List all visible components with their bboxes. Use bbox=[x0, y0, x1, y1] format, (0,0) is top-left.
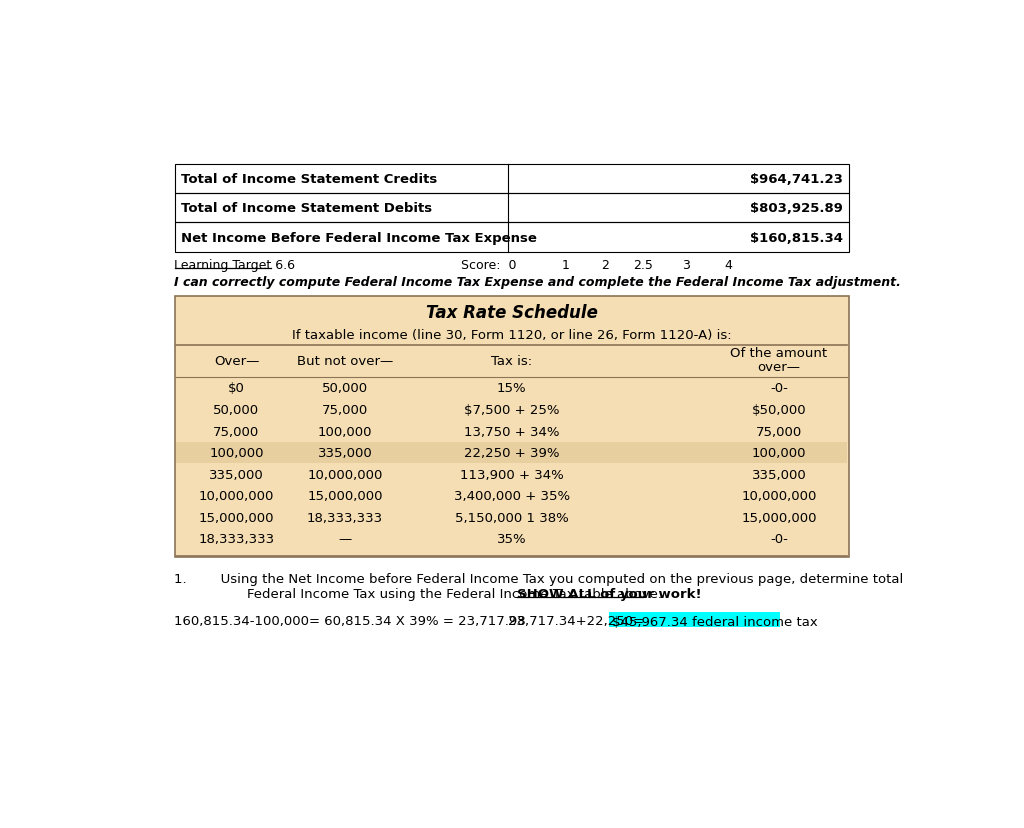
Text: But not over—: But not over— bbox=[297, 354, 393, 368]
Text: Total of Income Statement Credits: Total of Income Statement Credits bbox=[180, 173, 437, 185]
Text: 15,000,000: 15,000,000 bbox=[741, 511, 817, 524]
Text: 100,000: 100,000 bbox=[317, 425, 373, 438]
FancyBboxPatch shape bbox=[609, 613, 779, 628]
Text: 13,750 + 34%: 13,750 + 34% bbox=[464, 425, 559, 438]
Text: 18,333,333: 18,333,333 bbox=[307, 511, 383, 524]
Text: 15,000,000: 15,000,000 bbox=[307, 489, 383, 503]
FancyBboxPatch shape bbox=[176, 442, 847, 464]
Text: 10,000,000: 10,000,000 bbox=[199, 489, 274, 503]
Text: $7,500 + 25%: $7,500 + 25% bbox=[464, 403, 559, 416]
Text: 35%: 35% bbox=[497, 532, 526, 546]
Text: Score:  0: Score: 0 bbox=[461, 258, 517, 272]
Text: Learning Target 6.6: Learning Target 6.6 bbox=[174, 258, 296, 272]
Text: —: — bbox=[338, 532, 351, 546]
Text: $160,815.34: $160,815.34 bbox=[750, 231, 843, 244]
Text: over—: over— bbox=[758, 360, 801, 373]
Text: $45,967.34 federal income tax: $45,967.34 federal income tax bbox=[612, 615, 818, 628]
Text: 10,000,000: 10,000,000 bbox=[741, 489, 817, 503]
Text: 15%: 15% bbox=[497, 382, 526, 395]
Text: 75,000: 75,000 bbox=[756, 425, 802, 438]
Text: $964,741.23: $964,741.23 bbox=[750, 173, 843, 185]
Text: 5,150,000 1 38%: 5,150,000 1 38% bbox=[455, 511, 568, 524]
Text: 1: 1 bbox=[562, 258, 569, 272]
Text: Tax Rate Schedule: Tax Rate Schedule bbox=[426, 303, 598, 321]
Text: 3,400,000 + 35%: 3,400,000 + 35% bbox=[454, 489, 569, 503]
Text: If taxable income (line 30, Form 1120, or line 26, Form 1120-A) is:: If taxable income (line 30, Form 1120, o… bbox=[292, 328, 731, 341]
Text: 335,000: 335,000 bbox=[209, 468, 264, 481]
Text: 100,000: 100,000 bbox=[209, 446, 264, 460]
Text: 50,000: 50,000 bbox=[322, 382, 368, 395]
Text: 75,000: 75,000 bbox=[213, 425, 260, 438]
Text: 335,000: 335,000 bbox=[317, 446, 373, 460]
Text: 50,000: 50,000 bbox=[213, 403, 259, 416]
Text: Total of Income Statement Debits: Total of Income Statement Debits bbox=[180, 202, 432, 215]
Text: 23,717.34+22,250=: 23,717.34+22,250= bbox=[508, 614, 648, 628]
Text: Tax is:: Tax is: bbox=[492, 354, 532, 368]
Text: SHOW ALL of your work!: SHOW ALL of your work! bbox=[517, 588, 701, 600]
Text: I can correctly compute Federal Income Tax Expense and complete the Federal Inco: I can correctly compute Federal Income T… bbox=[174, 276, 901, 288]
Text: 3: 3 bbox=[682, 258, 690, 272]
Text: Net Income Before Federal Income Tax Expense: Net Income Before Federal Income Tax Exp… bbox=[180, 231, 537, 244]
Text: 1.        Using the Net Income before Federal Income Tax you computed on the pre: 1. Using the Net Income before Federal I… bbox=[174, 572, 904, 585]
FancyBboxPatch shape bbox=[174, 297, 849, 557]
Text: $803,925.89: $803,925.89 bbox=[750, 202, 843, 215]
Text: 100,000: 100,000 bbox=[752, 446, 806, 460]
Text: 4: 4 bbox=[725, 258, 732, 272]
Text: $50,000: $50,000 bbox=[752, 403, 806, 416]
Text: 160,815.34-100,000= 60,815.34 X 39% = 23,717.98: 160,815.34-100,000= 60,815.34 X 39% = 23… bbox=[174, 614, 526, 628]
Text: $0: $0 bbox=[228, 382, 245, 395]
Text: 18,333,333: 18,333,333 bbox=[199, 532, 274, 546]
Text: -0-: -0- bbox=[770, 382, 787, 395]
Text: 22,250 + 39%: 22,250 + 39% bbox=[464, 446, 559, 460]
Text: Federal Income Tax using the Federal Income Tax table above.: Federal Income Tax using the Federal Inc… bbox=[213, 588, 671, 600]
Text: 113,900 + 34%: 113,900 + 34% bbox=[460, 468, 563, 481]
Text: 75,000: 75,000 bbox=[322, 403, 368, 416]
Text: Over—: Over— bbox=[214, 354, 259, 368]
Text: Of the amount: Of the amount bbox=[730, 347, 827, 359]
Text: 2.5: 2.5 bbox=[634, 258, 653, 272]
Text: 2: 2 bbox=[601, 258, 608, 272]
Text: 10,000,000: 10,000,000 bbox=[307, 468, 383, 481]
Text: 335,000: 335,000 bbox=[752, 468, 806, 481]
Text: -0-: -0- bbox=[770, 532, 787, 546]
Text: 15,000,000: 15,000,000 bbox=[199, 511, 274, 524]
